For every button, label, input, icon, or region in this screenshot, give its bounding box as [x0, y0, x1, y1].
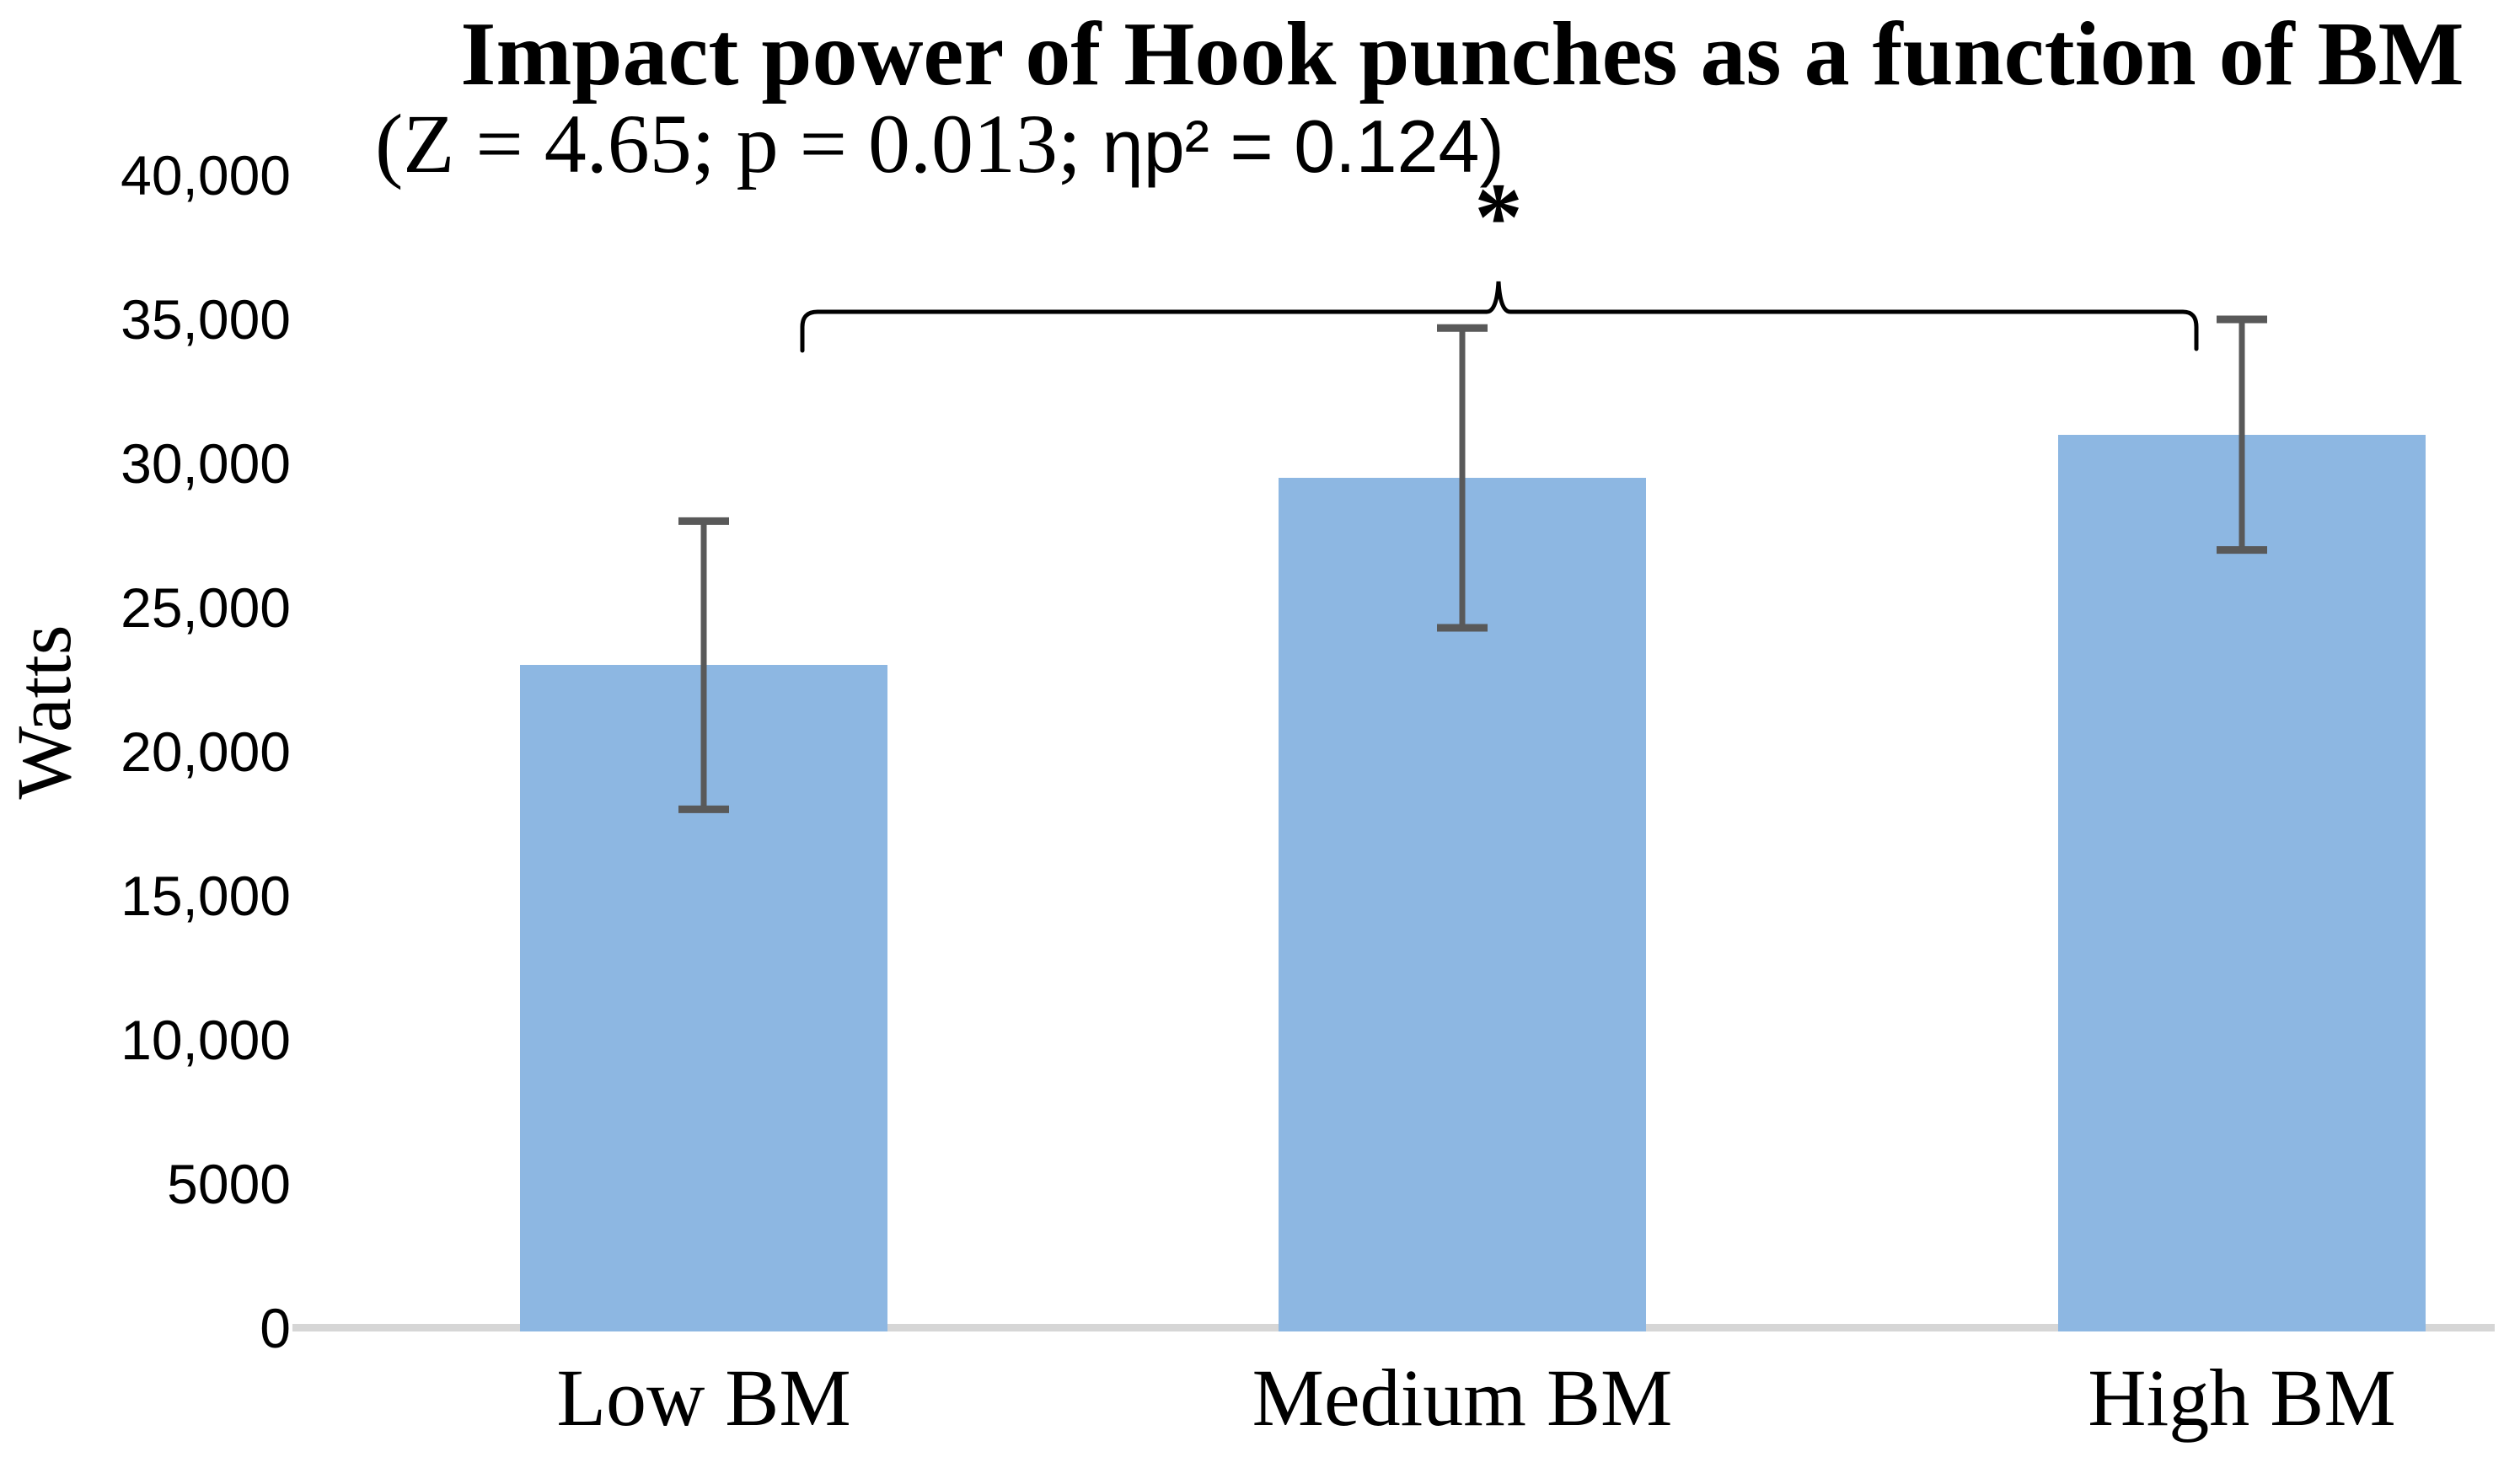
y-tick-label-20-000: 20,000	[121, 721, 291, 783]
y-tick-label-25-000: 25,000	[121, 576, 291, 639]
category-label-medium-bm: Medium BM	[1252, 1353, 1673, 1443]
y-tick-label-10-000: 10,000	[121, 1009, 291, 1071]
chart-subtitle-stats-sans: ηp² = 0.124)	[1102, 104, 1504, 188]
y-tick-label-30-000: 30,000	[121, 432, 291, 495]
chart-subtitle-stats-serif: (Z = 4.65; p = 0.013;	[375, 97, 1102, 190]
y-tick-label-35-000: 35,000	[121, 288, 291, 351]
significance-bracket	[800, 281, 2199, 353]
significance-asterisk: *	[1474, 163, 1523, 271]
y-tick-label-5000: 5000	[167, 1153, 291, 1215]
y-tick-label-15-000: 15,000	[121, 865, 291, 927]
category-label-high-bm: High BM	[2088, 1353, 2396, 1443]
chart-title: Impact power of Hook punches as a functi…	[460, 4, 2464, 104]
category-label-low-bm: Low BM	[556, 1353, 851, 1443]
bar-high-bm	[2058, 434, 2426, 1331]
chart-subtitle: (Z = 4.65; p = 0.013; ηp² = 0.124)	[375, 98, 1504, 190]
y-tick-label-0: 0	[260, 1297, 291, 1359]
y-tick-label-40-000: 40,000	[121, 144, 291, 206]
error-bars-group	[678, 315, 2267, 813]
